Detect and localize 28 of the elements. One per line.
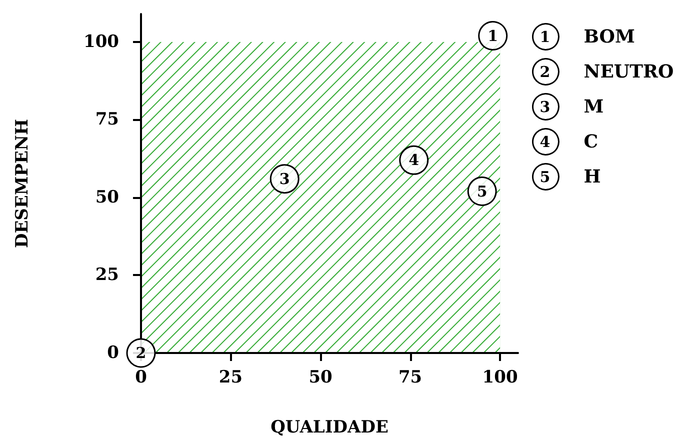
x-tick-label: 50 [308, 368, 333, 388]
y-axis-title: DESEMPENH [12, 118, 32, 248]
legend-label: NEUTRO [584, 61, 674, 82]
legend-label: H [584, 166, 601, 188]
annotation: 1 [488, 26, 498, 45]
text: 5 [540, 168, 550, 186]
legend-label: M [584, 96, 604, 118]
x-tick-label: 100 [482, 368, 518, 388]
text: 2 [540, 62, 550, 81]
x-tick-label: 0 [135, 368, 148, 388]
text: 3 [540, 98, 550, 116]
y-tick-label: 100 [84, 32, 120, 52]
annotation: 2 [136, 344, 146, 362]
y-tick-label: 0 [107, 343, 120, 363]
text: 4 [540, 132, 550, 151]
x-tick-label: 75 [398, 368, 422, 388]
y-tick-label: 75 [95, 110, 119, 130]
legend-label: C [584, 131, 598, 152]
point [478, 21, 508, 51]
annotation: 3 [279, 170, 290, 188]
legend-label: BOM [584, 26, 635, 48]
annotation: 5 [476, 182, 488, 200]
x-tick-label: 25 [218, 368, 243, 388]
annotation: 4 [408, 151, 420, 170]
x-axis-title: QUALIDADE [270, 418, 388, 438]
y-tick-label: 25 [95, 265, 119, 286]
y-tick-label: 50 [95, 187, 120, 208]
text: 1 [540, 28, 550, 46]
